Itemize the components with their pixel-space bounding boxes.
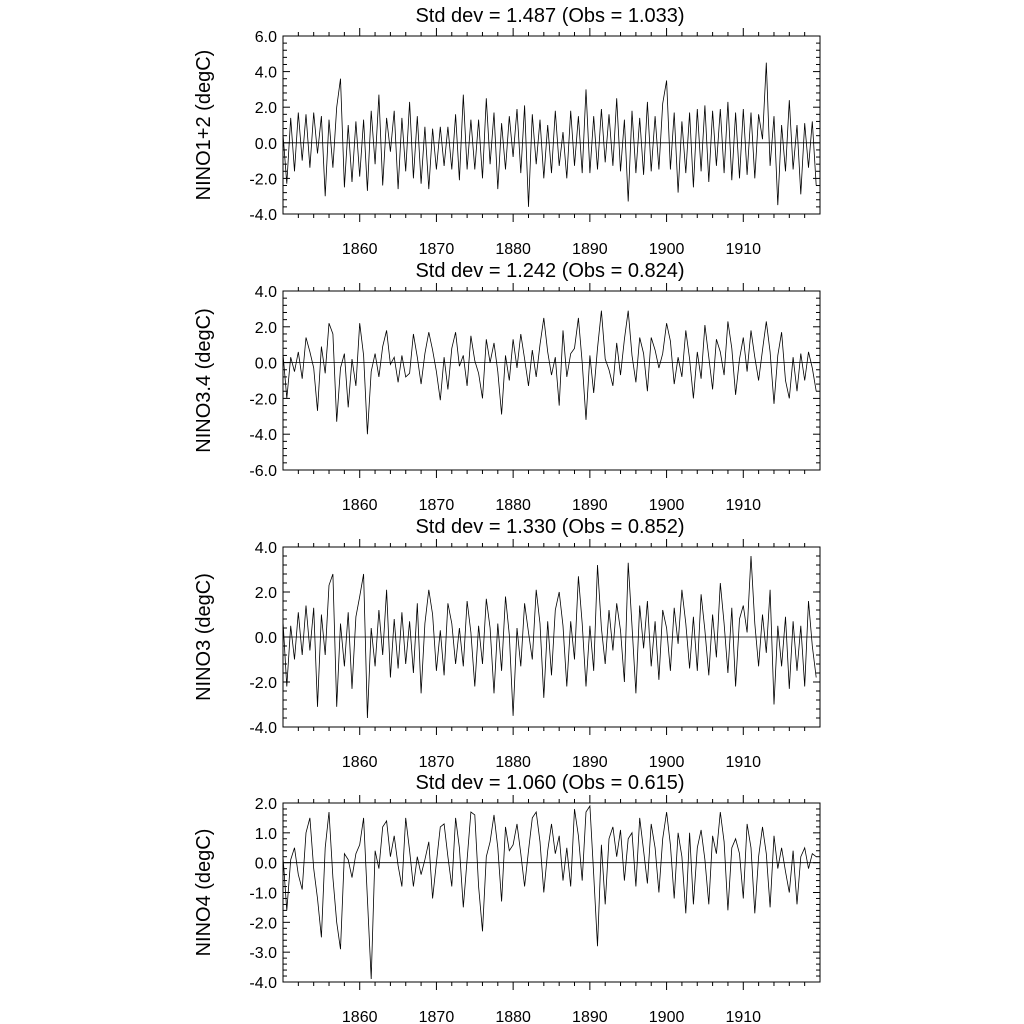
series-line [282, 62, 817, 207]
plot-frame [282, 290, 821, 471]
y-axis-label: NINO1+2 (degC) [193, 50, 215, 201]
y-tick-label: 2.0 [255, 100, 277, 117]
x-tick-label: 1900 [649, 241, 685, 258]
y-tick-label: 1.0 [255, 826, 277, 843]
x-tick-label: 1890 [572, 754, 608, 771]
y-tick-label: 4.0 [255, 284, 277, 301]
y-tick-label: 0.0 [255, 630, 277, 647]
y-tick-label: 0.0 [255, 356, 277, 373]
series-line [282, 804, 817, 980]
series-line [282, 555, 817, 719]
y-tick-label: -4.0 [249, 720, 277, 737]
x-tick-label: 1880 [495, 241, 531, 258]
y-tick-label: -3.0 [249, 945, 277, 962]
chart-nino12: Std dev = 1.487 (Obs = 1.033) NINO1+2 (de… [193, 5, 821, 258]
y-tick-label: -2.0 [249, 391, 277, 408]
x-tick-label: 1860 [342, 1009, 378, 1024]
x-tick-label: 1900 [649, 497, 685, 514]
y-tick-label: -4.0 [249, 207, 277, 224]
y-tick-label: -4.0 [249, 975, 277, 992]
x-tick-label: 1890 [572, 241, 608, 258]
x-tick-label: 1870 [419, 754, 455, 771]
chart-nino4: Std dev = 1.060 (Obs = 0.615) NINO4 (degC… [193, 772, 821, 1024]
y-tick-label: -2.0 [249, 675, 277, 692]
series-line [282, 310, 817, 435]
x-tick-label: 1860 [342, 241, 378, 258]
chart-title: Std dev = 1.060 (Obs = 0.615) [415, 772, 684, 794]
x-tick-label: 1910 [725, 241, 761, 258]
chart-title: Std dev = 1.330 (Obs = 0.852) [415, 516, 684, 538]
x-tick-label: 1900 [649, 1009, 685, 1024]
x-tick-label: 1880 [495, 1009, 531, 1024]
y-tick-label: 2.0 [255, 320, 277, 337]
plot-frame [282, 802, 821, 983]
chart-title: Std dev = 1.242 (Obs = 0.824) [415, 260, 684, 282]
chart-title: Std dev = 1.487 (Obs = 1.033) [415, 5, 684, 27]
x-tick-label: 1860 [342, 497, 378, 514]
x-tick-label: 1880 [495, 497, 531, 514]
x-tick-label: 1880 [495, 754, 531, 771]
y-tick-label: -1.0 [249, 886, 277, 903]
y-tick-label: 0.0 [255, 136, 277, 153]
y-tick-label: 0.0 [255, 856, 277, 873]
y-tick-label: -2.0 [249, 915, 277, 932]
x-tick-label: 1890 [572, 1009, 608, 1024]
x-tick-label: 1910 [725, 754, 761, 771]
x-tick-label: 1900 [649, 754, 685, 771]
x-tick-label: 1870 [419, 241, 455, 258]
chart-nino34: Std dev = 1.242 (Obs = 0.824) NINO3.4 (de… [193, 260, 821, 514]
y-tick-label: 2.0 [255, 585, 277, 602]
y-tick-label: -6.0 [249, 463, 277, 480]
y-tick-label: 6.0 [255, 29, 277, 46]
chart-nino3: Std dev = 1.330 (Obs = 0.852) NINO3 (degC… [193, 516, 821, 771]
y-tick-label: 2.0 [255, 796, 277, 813]
plot-frame [282, 35, 821, 215]
y-axis-label: NINO3 (degC) [193, 573, 215, 701]
y-tick-label: 4.0 [255, 540, 277, 557]
x-tick-label: 1870 [419, 497, 455, 514]
x-tick-label: 1910 [725, 1009, 761, 1024]
x-tick-label: 1870 [419, 1009, 455, 1024]
x-tick-label: 1910 [725, 497, 761, 514]
y-tick-label: -4.0 [249, 427, 277, 444]
y-axis-label: NINO3.4 (degC) [193, 308, 215, 453]
y-tick-label: 4.0 [255, 65, 277, 82]
y-axis-label: NINO4 (degC) [193, 829, 215, 957]
x-tick-label: 1860 [342, 754, 378, 771]
y-tick-label: -2.0 [249, 171, 277, 188]
x-tick-label: 1890 [572, 497, 608, 514]
